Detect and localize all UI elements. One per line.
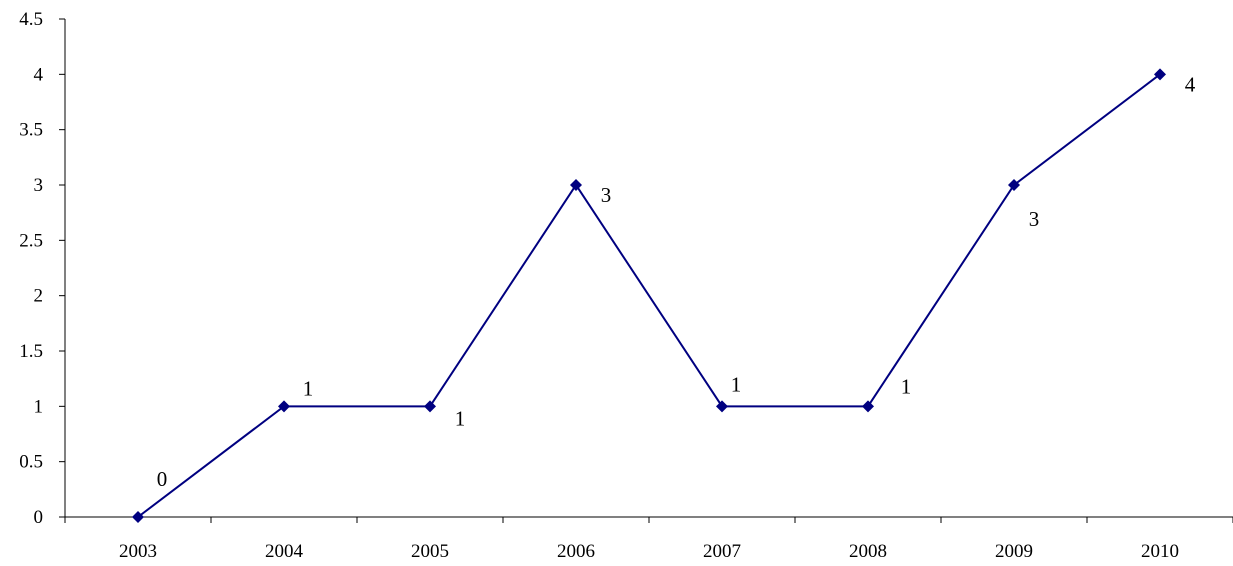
y-tick-label: 0.5: [19, 452, 43, 473]
y-tick-label: 3.5: [19, 120, 43, 141]
data-label: 1: [901, 374, 912, 398]
data-label: 4: [1185, 72, 1196, 96]
x-tick-label: 2005: [411, 541, 449, 562]
x-tick-label: 2003: [119, 541, 157, 562]
data-markers: [132, 68, 1166, 523]
data-label: 1: [731, 372, 742, 396]
x-tick-label: 2007: [703, 541, 741, 562]
data-point-marker: [278, 400, 290, 413]
data-point-marker: [1154, 68, 1166, 81]
data-label: 3: [1029, 207, 1040, 231]
data-point-marker: [570, 179, 582, 191]
y-tick-label: 2: [34, 286, 44, 307]
y-tick-label: 4.5: [19, 9, 43, 30]
y-axis: 0 0.5 1 1.5 2 2.5 3 3.5 4 4.5: [19, 9, 66, 528]
x-tick-label: 2006: [557, 541, 595, 562]
series-line: [137, 73, 1161, 518]
y-tick-label: 3: [34, 175, 44, 196]
x-tick-label: 2004: [265, 541, 304, 562]
y-tick-label: 2.5: [19, 230, 43, 251]
y-tick-label: 4: [34, 64, 44, 85]
data-point-marker: [1008, 179, 1020, 191]
x-tick-label: 2009: [995, 541, 1033, 562]
data-labels: 0 1 1 3 1 1 3 4: [157, 72, 1196, 491]
data-point-marker: [132, 511, 144, 523]
y-tick-label: 1.5: [19, 341, 43, 362]
x-tick-label: 2008: [849, 541, 887, 562]
x-axis: 2003 2004 2005 2006 2007 2008 2009 2010: [64, 516, 1233, 562]
y-tick-label: 0: [34, 507, 44, 528]
series-line-group: [137, 73, 1161, 518]
data-label: 1: [455, 406, 466, 430]
data-point-marker: [862, 400, 874, 413]
y-tick-label: 1: [34, 396, 44, 417]
data-label: 1: [303, 376, 314, 400]
x-tick-label: 2010: [1141, 541, 1179, 562]
data-label: 3: [601, 183, 612, 207]
data-label: 0: [157, 467, 168, 491]
data-point-marker: [424, 400, 436, 413]
data-point-marker: [716, 400, 728, 413]
